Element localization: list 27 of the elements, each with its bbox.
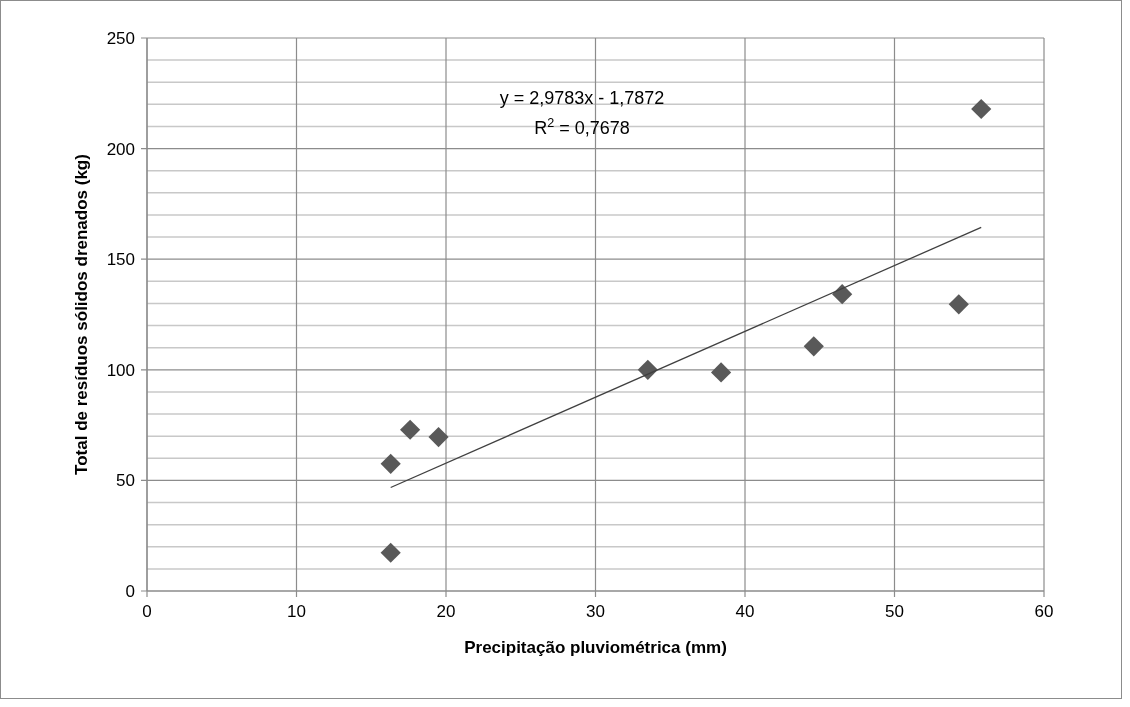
point: [400, 419, 421, 440]
y-tick-label: 150: [106, 250, 135, 270]
annotation: y = 2,9783x - 1,7872: [499, 88, 665, 108]
y-tick-label: 50: [116, 471, 135, 491]
point: [380, 542, 401, 563]
x-tick-label: 10: [287, 602, 306, 621]
x-tick-label: 60: [1034, 602, 1054, 621]
point: [971, 98, 992, 120]
point: [710, 362, 732, 383]
y-tick-label: 100: [106, 360, 135, 380]
x-tick-label: 0: [142, 602, 152, 621]
x-axis-title: Precipitação pluviométrica (mm): [464, 638, 727, 657]
point: [948, 294, 969, 315]
y-tick-label: 250: [106, 28, 135, 48]
x-tick-label: 40: [735, 602, 755, 621]
x-tick-label: 20: [436, 602, 456, 621]
y-tick-label: 0: [125, 581, 135, 601]
point: [380, 453, 401, 474]
x-tick-label: 50: [885, 602, 904, 621]
point: [428, 426, 449, 448]
point: [637, 359, 658, 380]
annotation: R$^{2}$ = 0,7678: [534, 116, 630, 138]
point: [832, 284, 853, 305]
y-tick-label: 200: [106, 139, 135, 159]
y-axis-title: Total de resíduos sólidos drenados (kg): [72, 154, 91, 475]
x-tick-label: 30: [586, 602, 605, 621]
point: [803, 336, 824, 357]
